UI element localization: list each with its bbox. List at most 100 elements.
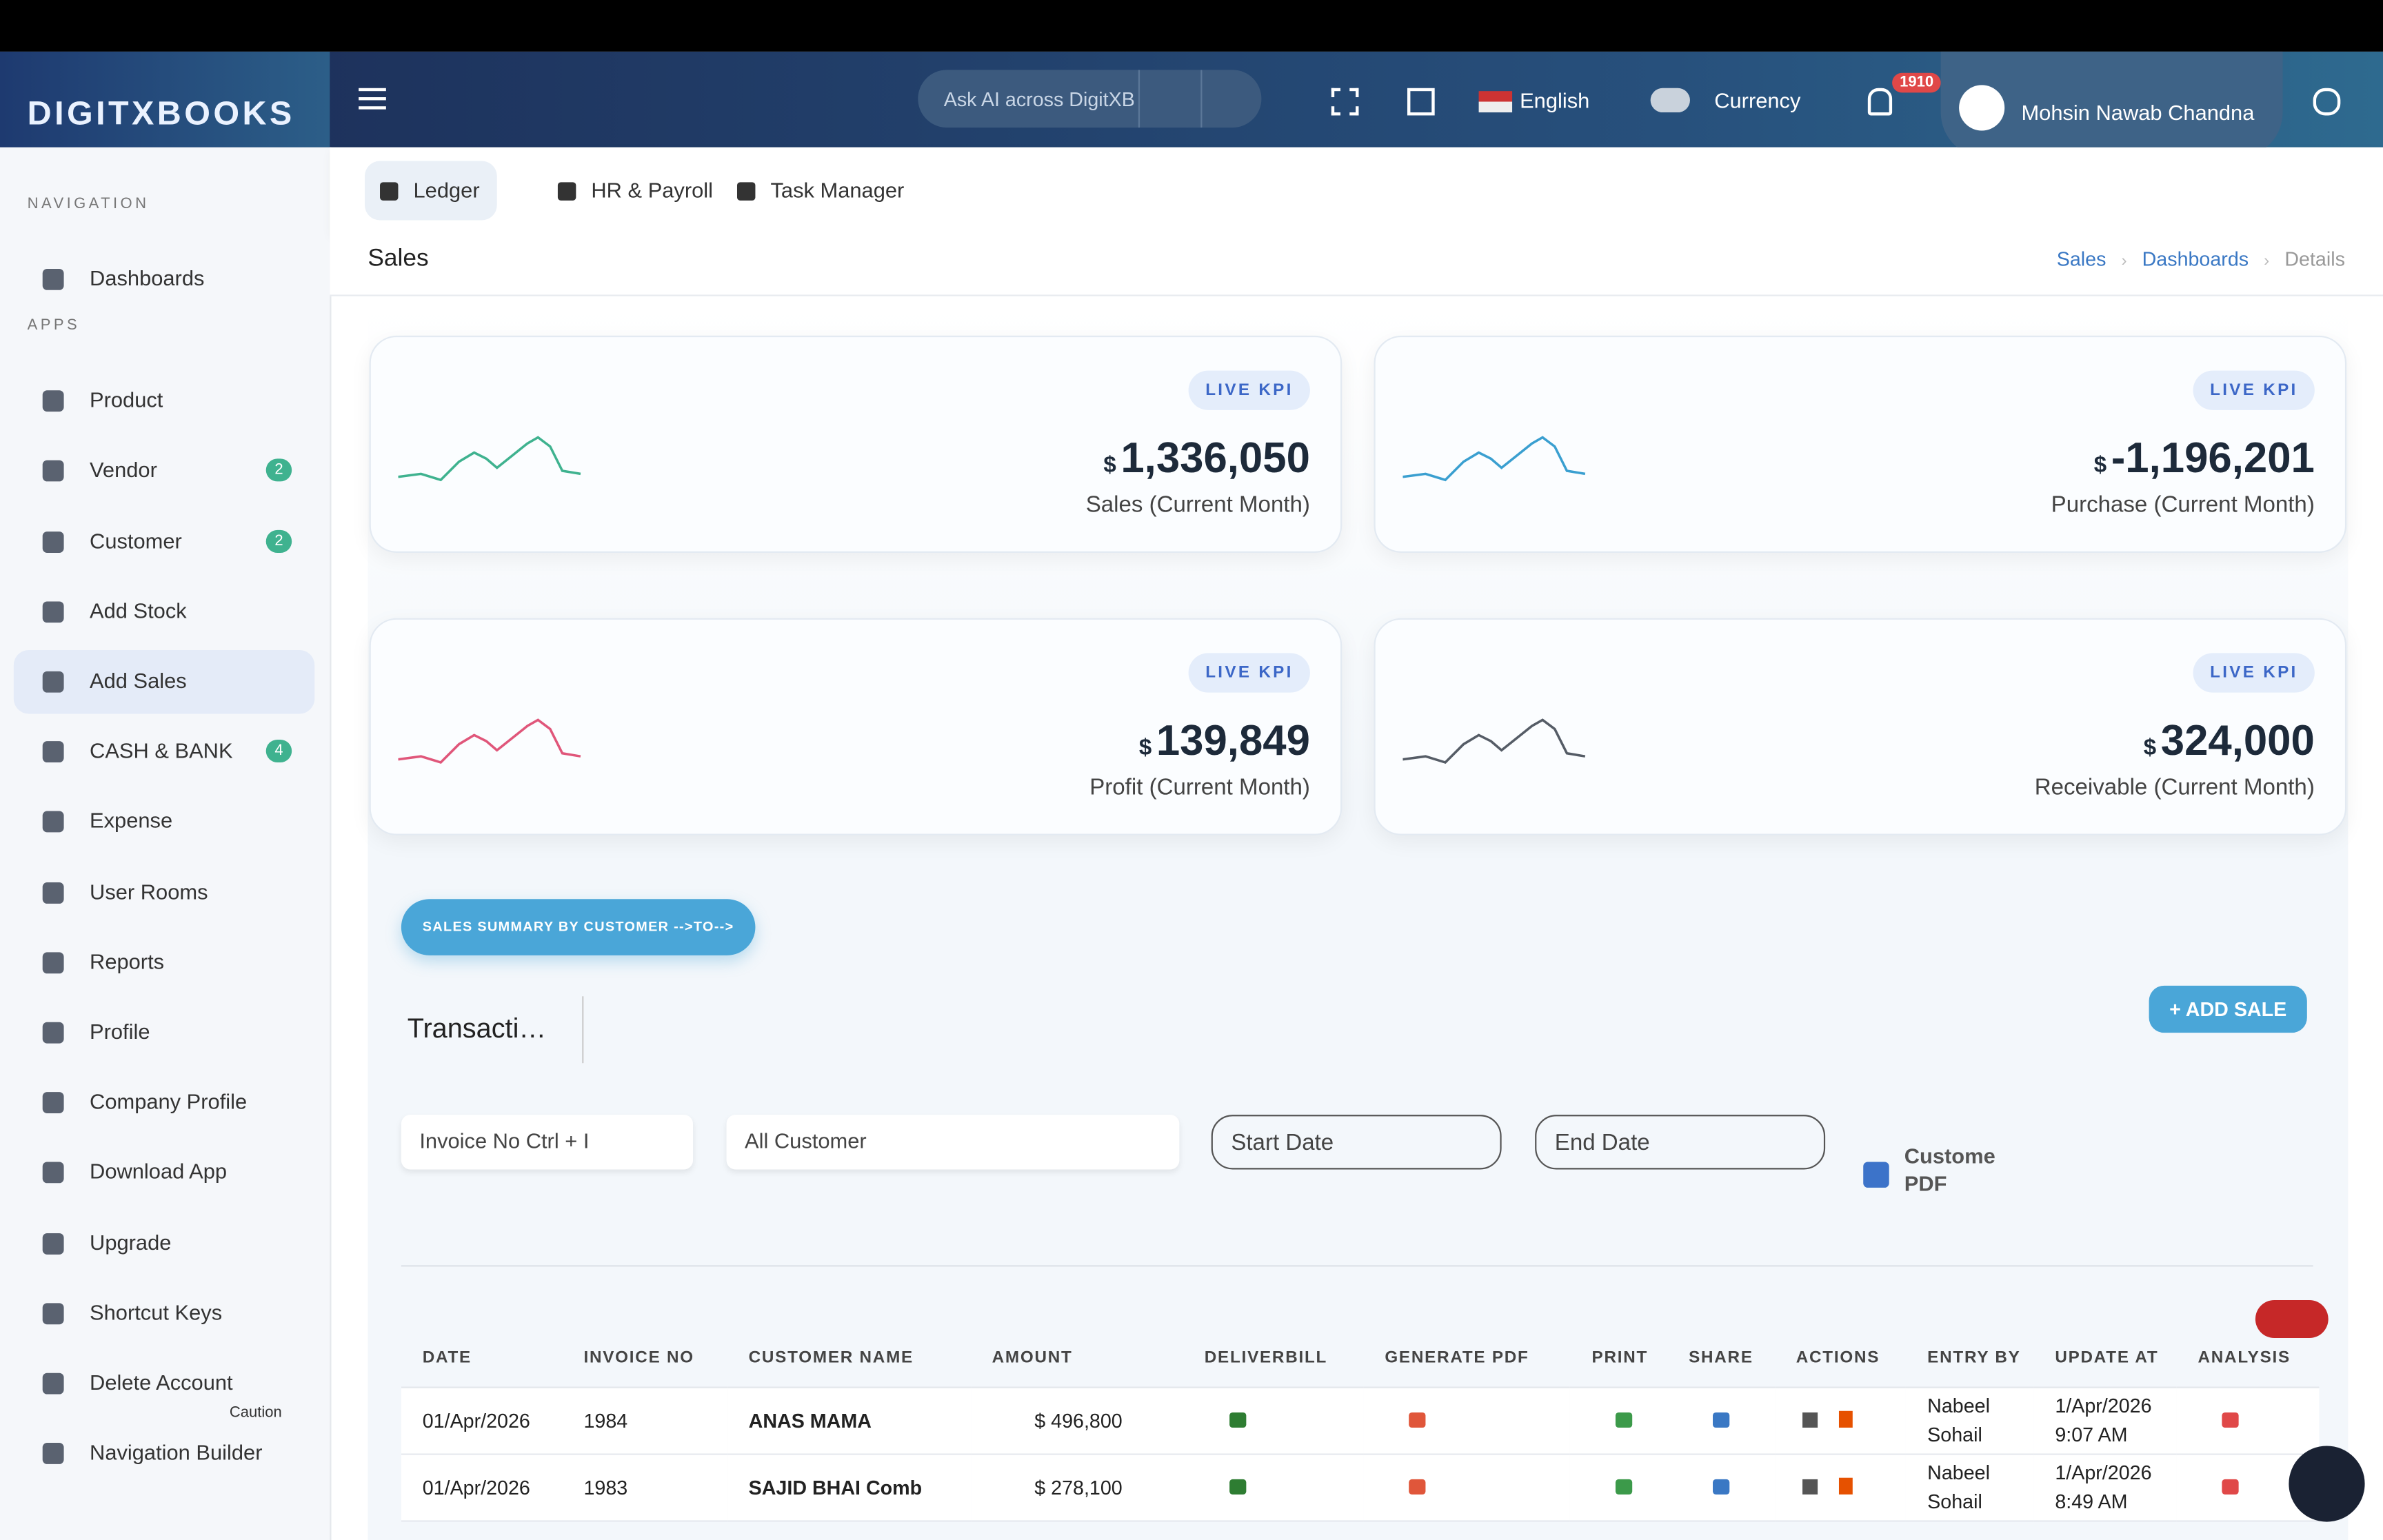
menu-toggle[interactable]	[359, 88, 386, 92]
nav-label: Reports	[90, 949, 165, 973]
nav-icon	[42, 1233, 64, 1254]
row-action[interactable]	[1229, 1411, 1246, 1427]
kpi-number: 139,849	[1156, 716, 1310, 764]
nav-label: Add Stock	[90, 598, 187, 622]
kpi-badge: LIVE KPI	[1188, 653, 1310, 693]
nav-icon	[42, 1372, 64, 1395]
kpi-value: $ -1,196,201	[2094, 434, 2315, 483]
breadcrumb: Sales › Dashboards › Details	[2057, 247, 2345, 270]
add-sale-button[interactable]: + ADD SALE	[2149, 985, 2307, 1033]
row-action[interactable]	[1229, 1478, 1246, 1494]
nav-item[interactable]: Navigation Builder	[14, 1422, 314, 1486]
row-action[interactable]	[1713, 1411, 1730, 1427]
actions-cell	[1775, 1453, 1906, 1520]
crumb[interactable]: Sales	[2056, 247, 2107, 271]
apps-icon[interactable]	[1407, 88, 1435, 116]
tab[interactable]: Task Manager	[770, 177, 905, 203]
refresh-button[interactable]	[2255, 1299, 2329, 1339]
nav-label: Download App	[90, 1159, 228, 1184]
delete[interactable]	[1838, 1477, 1853, 1494]
kpi-badge: LIVE KPI	[2193, 370, 2315, 410]
nav-label: Dashboards	[90, 265, 205, 290]
kpi-currency: $	[1138, 735, 1152, 761]
customer-select[interactable]: All Customer	[726, 1115, 1180, 1170]
icon-cell	[1363, 1387, 1570, 1454]
actions-cell	[1775, 1387, 1906, 1454]
kpi-label: Profit (Current Month)	[1089, 774, 1310, 801]
nav-item[interactable]: CASH & BANK 4	[14, 720, 314, 784]
column-header: AMOUNT	[992, 1348, 1073, 1367]
cell: 1/Apr/2026 9:07 AM	[2055, 1394, 2152, 1446]
column-header: DATE	[422, 1348, 472, 1367]
user-name: Mohsin Nawab Chandna	[2021, 100, 2255, 125]
nav-item[interactable]: Download App	[14, 1141, 314, 1205]
column-header: ACTIONS	[1796, 1348, 1880, 1367]
kpi-value: $324,000	[2144, 717, 2315, 766]
edit[interactable]	[1802, 1411, 1818, 1427]
tab[interactable]: Ledger	[413, 177, 480, 203]
nav-item[interactable]: Reports	[14, 931, 314, 995]
logo-area: DIGITXBOOKS	[0, 51, 330, 148]
pdf-checkbox[interactable]	[1863, 1162, 1889, 1188]
pdf-label: Custome PDF	[1904, 1144, 1995, 1195]
chat-fab[interactable]	[2289, 1446, 2365, 1522]
column-header: GENERATE PDF	[1385, 1348, 1529, 1367]
tab-icon	[380, 182, 399, 201]
nav-item[interactable]: Shortcut Keys	[14, 1281, 314, 1346]
fullscreen-icon[interactable]	[1331, 88, 1359, 116]
start-date[interactable]: Start Date	[1211, 1115, 1502, 1170]
currency-toggle[interactable]	[1650, 88, 1690, 113]
crumb: Details	[2284, 247, 2345, 271]
row-action[interactable]	[1409, 1411, 1426, 1427]
nav-item[interactable]: Vendor 2	[14, 440, 314, 504]
language[interactable]: English	[1520, 88, 1590, 113]
kpi-currency: $	[2093, 452, 2107, 479]
flag	[1478, 91, 1513, 113]
row-action[interactable]	[1616, 1411, 1633, 1427]
table-row: 01/Apr/2026 1984 ANAS MAMA $ 496,800 Nabeel …	[401, 1386, 2320, 1454]
edit[interactable]	[1802, 1478, 1818, 1494]
row-action[interactable]	[1409, 1478, 1426, 1494]
settings[interactable]	[2313, 88, 2341, 116]
nav-item[interactable]: Customer 2	[14, 509, 314, 574]
crumb[interactable]: Dashboards	[2142, 247, 2249, 271]
ai-search[interactable]: Ask AI across DigitXBooks	[918, 70, 1262, 128]
nav-item[interactable]: Add Stock	[14, 580, 314, 644]
nav-item[interactable]: Expense	[14, 791, 314, 855]
sparkline	[398, 436, 581, 482]
invoice-select[interactable]: Invoice No Ctrl + I	[401, 1115, 694, 1170]
nav-item[interactable]: Upgrade	[14, 1211, 314, 1275]
nav-item[interactable]: Add Sales	[13, 649, 315, 714]
cell: $ 496,800	[1034, 1408, 1123, 1432]
kpi-number: 1,336,050	[1120, 434, 1310, 482]
user-menu[interactable]: Mohsin Nawab Chandna	[1940, 51, 2283, 159]
nav-note: Caution	[229, 1404, 282, 1422]
kpi-label: Sales (Current Month)	[1085, 492, 1310, 518]
nav-label: Expense	[90, 808, 173, 833]
tab-icon	[736, 182, 756, 201]
analysis[interactable]	[2222, 1411, 2240, 1427]
nav-item[interactable]: Profile	[14, 1001, 314, 1065]
delete[interactable]	[1838, 1410, 1853, 1427]
kpi-badge: LIVE KPI	[2193, 653, 2315, 693]
row-action[interactable]	[1616, 1478, 1633, 1494]
cell: 1984	[583, 1408, 628, 1432]
column-header: PRINT	[1591, 1348, 1649, 1367]
bell[interactable]	[1867, 88, 1893, 116]
analysis[interactable]	[2222, 1478, 2240, 1494]
icon-cell	[1183, 1387, 1364, 1454]
summary-button[interactable]: SALES SUMMARY BY CUSTOMER -->TO-->	[401, 899, 756, 955]
nav-item[interactable]: Product	[14, 369, 314, 434]
currency[interactable]: Currency	[1714, 88, 1801, 113]
nav-label: Company Profile	[90, 1089, 248, 1114]
nav-item[interactable]: Dashboards	[14, 247, 314, 312]
tab[interactable]: HR & Payroll	[591, 177, 714, 203]
row-action[interactable]	[1713, 1478, 1730, 1494]
icon-cell	[1183, 1453, 1364, 1520]
cell: 1/Apr/2026 8:49 AM	[2055, 1461, 2152, 1513]
column-header: DELIVERBILL	[1204, 1348, 1328, 1367]
nav-item[interactable]: Company Profile	[14, 1071, 314, 1135]
nav-item[interactable]: Delete Account Caution	[14, 1352, 314, 1421]
nav-item[interactable]: User Rooms	[14, 860, 314, 924]
end-date[interactable]: End Date	[1535, 1115, 1826, 1170]
